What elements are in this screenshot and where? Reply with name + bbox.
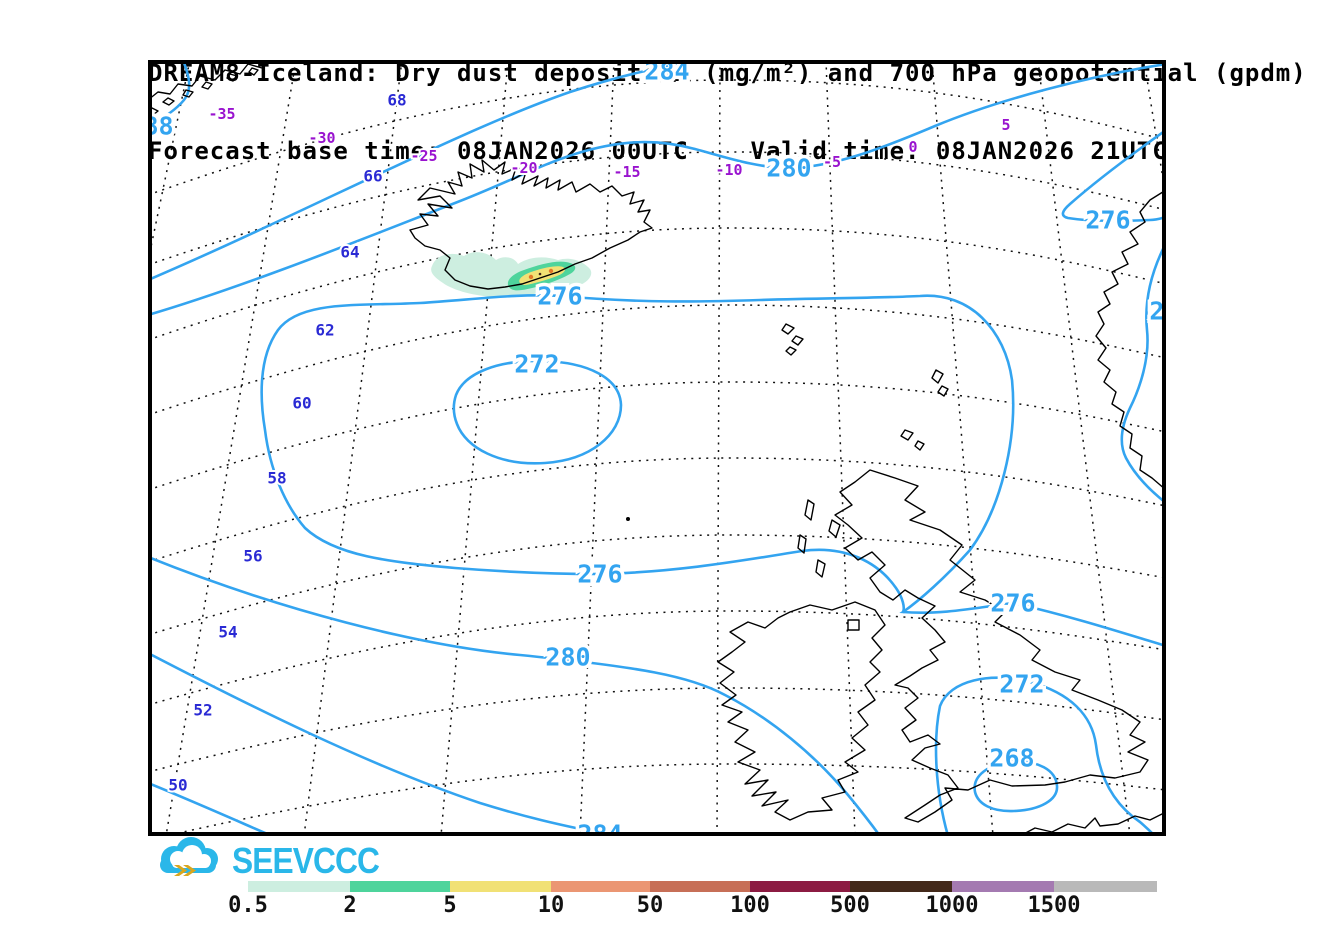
temperature-label: -20 (510, 159, 537, 177)
map-frame (148, 60, 1166, 836)
geopotential-contour-label: 268 (989, 744, 1034, 773)
geopotential-contour-label: 276 (537, 282, 582, 311)
colorbar-tick-label: 50 (636, 893, 664, 918)
latitude-label: 54 (218, 623, 237, 642)
contour-272-norway (1120, 241, 1166, 505)
temperature-label: -35 (208, 105, 235, 123)
temperature-label: 0 (908, 138, 917, 156)
contour-268-england (973, 760, 1059, 813)
faroe-islands (781, 323, 804, 356)
colorbar-segment (551, 881, 650, 892)
contour-label-layer: 288 284 280 276 272 276 272 276 280 276 272 268 284 (148, 60, 1166, 836)
geopotential-contour-label: 272 (514, 350, 559, 379)
contour-284-south (148, 651, 619, 836)
geopotential-contour-label: 276 (577, 560, 622, 589)
dust-level-10 (528, 274, 534, 280)
weather-map: 288284280276272276272276280276272268284 … (148, 60, 1166, 836)
cloud-icon (160, 837, 218, 876)
geopotential-contour-label: 288 (148, 112, 174, 141)
geopotential-contour-label: 276 (990, 589, 1035, 618)
latitude-label: 52 (193, 701, 212, 720)
latitude-label: 66 (363, 167, 382, 186)
great-britain-coast (834, 469, 1149, 823)
france-coast (1019, 811, 1166, 836)
geopotential-contour-label: 276 (1085, 206, 1130, 235)
geopotential-contour-label: 280 (545, 643, 590, 672)
temperature-label-layer: -35 -30 -25 -20 -15 -10 -5 0 5 (206, 103, 1012, 183)
map-canvas: 288284280276272276272276280276272268284 … (148, 60, 1166, 836)
rockall-islet (626, 517, 630, 521)
colorbar-tick-label: 0.5 (228, 893, 268, 918)
colorbar-segment (450, 881, 551, 892)
latitude-label: 56 (243, 547, 262, 566)
temperature-label: 5 (1001, 116, 1010, 134)
contour-272-england (934, 676, 1157, 836)
contour-276-main (260, 293, 1166, 648)
colorbar-tick-label: 100 (730, 893, 770, 918)
contour-280-south (148, 555, 882, 836)
map-subtitle: Forecast base time: 08JAN2026 00UTC Vali… (148, 137, 1168, 165)
title-block: DREAM8-Iceland: Dry dust deposition (mg/… (148, 8, 1307, 216)
orkney-islands (900, 429, 925, 451)
colorbar-segment (750, 881, 850, 892)
dust-level-5 (519, 266, 565, 285)
contour-276-norway (1061, 128, 1166, 223)
latitude-label-layer: 68 66 64 62 60 58 56 54 52 50 (166, 89, 408, 797)
latitude-label: 64 (340, 243, 359, 262)
colorbar-tick-label: 10 (537, 893, 565, 918)
geopotential-contour-label: 284 (644, 60, 689, 86)
greenland-coast (148, 60, 271, 101)
graticule-latitude-lines (148, 79, 1166, 836)
geopotential-contours (148, 60, 1166, 836)
seevccc-logo: SEEVCCC (148, 835, 399, 880)
temperature-label: -5 (823, 153, 841, 171)
coastlines (148, 60, 1166, 836)
graticule-longitude-lines (148, 60, 1166, 836)
shetland-islands (931, 369, 949, 397)
latitude-label: 60 (292, 394, 311, 413)
latitude-label: 50 (168, 776, 187, 795)
greenland-islets (148, 67, 259, 116)
contour-272-central-low (452, 359, 623, 465)
colorbar-tick-label: 1000 (925, 893, 979, 918)
geopotential-contour-label: 272 (1149, 297, 1166, 326)
temperature-label: -10 (715, 161, 742, 179)
contour-284-north (148, 60, 707, 282)
colorbar-segment (350, 881, 450, 892)
temperature-label: -25 (410, 147, 437, 165)
contour-288-south (148, 781, 274, 836)
latitude-label: 68 (387, 91, 406, 110)
logo-text: SEEVCCC (232, 840, 380, 881)
colorbar-tick-label: 2 (343, 893, 357, 918)
ireland-coast (717, 601, 886, 821)
colorbar-segment (1054, 881, 1157, 892)
geopotential-contour-label: 272 (999, 670, 1044, 699)
dust-level-50 (538, 272, 542, 276)
temperature-label: -30 (308, 129, 335, 147)
iceland-coast (409, 159, 653, 290)
hebrides-islands (797, 499, 841, 578)
dust-level-10 (548, 268, 554, 274)
geopotential-contour-label: 284 (577, 820, 622, 837)
deposition-colorbar (248, 881, 1157, 892)
temperature-label: -15 (613, 163, 640, 181)
colorbar-segment (650, 881, 750, 892)
colorbar-segment (952, 881, 1054, 892)
colorbar-segment (850, 881, 952, 892)
contour-280-north (148, 62, 1166, 317)
colorbar-tick-label: 500 (830, 893, 870, 918)
colorbar-tick-label: 5 (443, 893, 457, 918)
map-title: DREAM8-Iceland: Dry dust deposition (mg/… (148, 59, 1307, 87)
lough-neagh (847, 619, 860, 631)
latitude-label: 62 (315, 321, 334, 340)
contour-288-northwest (148, 60, 191, 128)
colorbar-segment (248, 881, 350, 892)
geopotential-contour-label: 280 (766, 154, 811, 183)
colorbar-tick-label: 1500 (1027, 893, 1081, 918)
norway-coast (1095, 189, 1166, 491)
latitude-label: 58 (267, 469, 286, 488)
